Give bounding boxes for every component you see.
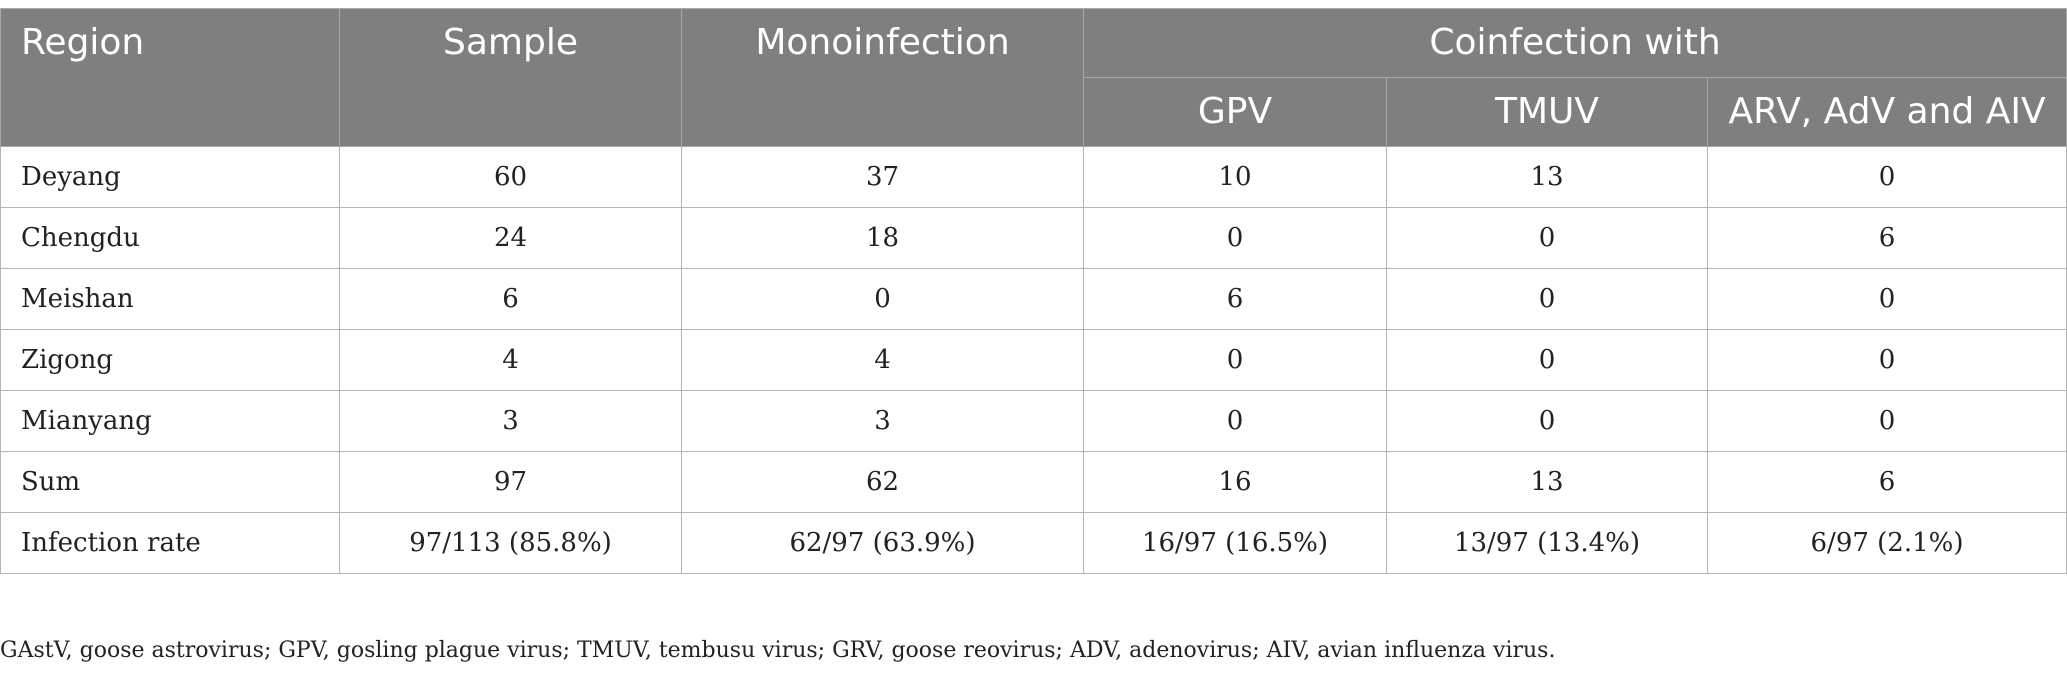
table-header: Region Sample Monoinfection Coinfection … <box>0 8 2067 147</box>
cell-tmuv: 0 <box>1386 390 1708 452</box>
header-monoinfection: Monoinfection <box>681 8 1084 147</box>
cell-arv-adv-aiv: 0 <box>1706 146 2067 208</box>
cell-monoinfection: 0 <box>681 268 1084 330</box>
cell-tmuv: 0 <box>1386 268 1708 330</box>
cell-arv-adv-aiv: 6/97 (2.1%) <box>1706 512 2067 574</box>
cell-gpv: 0 <box>1083 390 1387 452</box>
header-arv-adv-aiv: ARV, AdV and AIV <box>1706 77 2067 147</box>
cell-arv-adv-aiv: 6 <box>1706 451 2067 513</box>
table-row: Meishan 6 0 6 0 0 <box>0 268 2067 330</box>
cell-region: Chengdu <box>0 207 340 269</box>
cell-arv-adv-aiv: 6 <box>1706 207 2067 269</box>
cell-region: Sum <box>0 451 340 513</box>
cell-sample: 24 <box>339 207 682 269</box>
cell-gpv: 16 <box>1083 451 1387 513</box>
cell-monoinfection: 37 <box>681 146 1084 208</box>
cell-tmuv: 13 <box>1386 451 1708 513</box>
cell-monoinfection: 62/97 (63.9%) <box>681 512 1084 574</box>
table-row-infection-rate: Infection rate 97/113 (85.8%) 62/97 (63.… <box>0 512 2067 574</box>
cell-gpv: 10 <box>1083 146 1387 208</box>
infection-table: Region Sample Monoinfection Coinfection … <box>0 8 2067 574</box>
cell-tmuv: 0 <box>1386 207 1708 269</box>
cell-region: Infection rate <box>0 512 340 574</box>
cell-sample: 97/113 (85.8%) <box>339 512 682 574</box>
cell-gpv: 6 <box>1083 268 1387 330</box>
cell-gpv: 0 <box>1083 329 1387 391</box>
cell-tmuv: 13/97 (13.4%) <box>1386 512 1708 574</box>
table-footnote: GAstV, goose astrovirus; GPV, gosling pl… <box>0 638 1556 663</box>
cell-monoinfection: 18 <box>681 207 1084 269</box>
cell-sample: 4 <box>339 329 682 391</box>
cell-sample: 60 <box>339 146 682 208</box>
cell-sample: 97 <box>339 451 682 513</box>
cell-arv-adv-aiv: 0 <box>1706 268 2067 330</box>
header-sample: Sample <box>339 8 682 147</box>
cell-region: Mianyang <box>0 390 340 452</box>
header-region: Region <box>0 8 340 147</box>
cell-region: Meishan <box>0 268 340 330</box>
cell-arv-adv-aiv: 0 <box>1706 329 2067 391</box>
table-container: Region Sample Monoinfection Coinfection … <box>0 8 2067 574</box>
header-tmuv: TMUV <box>1386 77 1708 147</box>
cell-monoinfection: 3 <box>681 390 1084 452</box>
header-gpv: GPV <box>1083 77 1387 147</box>
cell-monoinfection: 62 <box>681 451 1084 513</box>
table-row: Zigong 4 4 0 0 0 <box>0 329 2067 391</box>
header-coinfection-group: Coinfection with <box>1082 8 2067 78</box>
cell-gpv: 16/97 (16.5%) <box>1083 512 1387 574</box>
table-body: Deyang 60 37 10 13 0 Chengdu 24 18 0 0 6… <box>0 146 2067 574</box>
table-row: Mianyang 3 3 0 0 0 <box>0 390 2067 452</box>
cell-arv-adv-aiv: 0 <box>1706 390 2067 452</box>
cell-region: Zigong <box>0 329 340 391</box>
cell-tmuv: 13 <box>1386 146 1708 208</box>
cell-sample: 6 <box>339 268 682 330</box>
table-row: Deyang 60 37 10 13 0 <box>0 146 2067 208</box>
table-row: Chengdu 24 18 0 0 6 <box>0 207 2067 269</box>
cell-monoinfection: 4 <box>681 329 1084 391</box>
table-row-sum: Sum 97 62 16 13 6 <box>0 451 2067 513</box>
cell-tmuv: 0 <box>1386 329 1708 391</box>
cell-region: Deyang <box>0 146 340 208</box>
cell-sample: 3 <box>339 390 682 452</box>
cell-gpv: 0 <box>1083 207 1387 269</box>
